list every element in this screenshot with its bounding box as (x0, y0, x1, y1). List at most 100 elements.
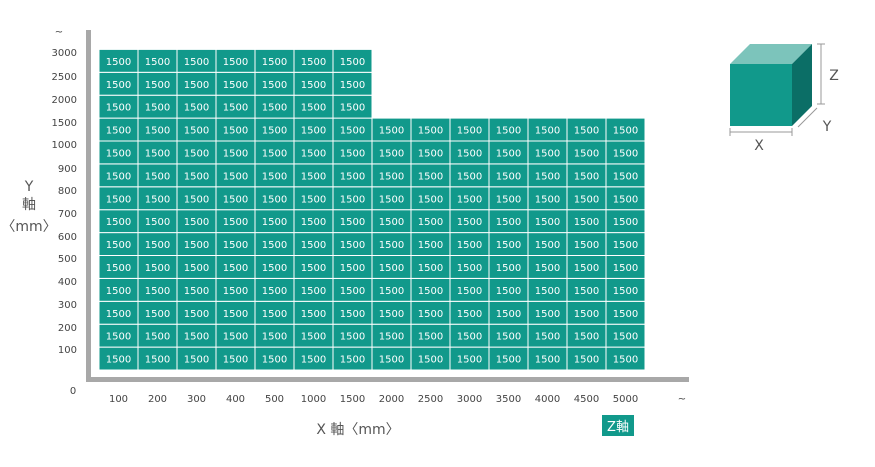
cell-value-label: 1500 (496, 309, 521, 320)
cell-value-label: 1500 (301, 103, 326, 114)
x-tick-label: 400 (226, 394, 245, 405)
cell-value-label: 1500 (535, 194, 560, 205)
cell-value-label: 1500 (379, 332, 404, 343)
cell-value-label: 1500 (262, 80, 287, 91)
cell-value-label: 1500 (574, 217, 599, 228)
x-tick-label: 300 (187, 394, 206, 405)
cell-value-label: 1500 (184, 332, 209, 343)
x-tick-label: 2500 (418, 394, 443, 405)
cell-value-label: 1500 (457, 309, 482, 320)
cell-value-label: 1500 (145, 194, 170, 205)
cell-value-label: 1500 (613, 171, 638, 182)
cell-value-label: 1500 (184, 148, 209, 159)
cell-value-label: 1500 (184, 57, 209, 68)
cell-value-label: 1500 (379, 171, 404, 182)
cube-top-face (730, 44, 812, 64)
cell-value-label: 1500 (223, 57, 248, 68)
cell-value-label: 1500 (613, 217, 638, 228)
cell-value-label: 1500 (301, 332, 326, 343)
cell-value-label: 1500 (106, 80, 131, 91)
cell-value-label: 1500 (496, 332, 521, 343)
cell-value-label: 1500 (184, 194, 209, 205)
cell-value-label: 1500 (184, 80, 209, 91)
cell-value-label: 1500 (145, 309, 170, 320)
cell-value-label: 1500 (418, 355, 443, 366)
y-axis-line (86, 30, 91, 381)
z-axis-badge-label: Z軸 (607, 420, 629, 435)
cell-value-label: 1500 (418, 240, 443, 251)
cell-value-label: 1500 (262, 194, 287, 205)
cell-value-label: 1500 (223, 240, 248, 251)
cell-value-label: 1500 (496, 171, 521, 182)
x-tick-label: 3500 (496, 394, 521, 405)
cube-side-face (792, 44, 812, 126)
cell-value-label: 1500 (418, 126, 443, 137)
cell-value-label: 1500 (106, 263, 131, 274)
cell-value-label: 1500 (496, 194, 521, 205)
cell-value-label: 1500 (262, 217, 287, 228)
cell-value-label: 1500 (106, 171, 131, 182)
cell-value-label: 1500 (223, 286, 248, 297)
cell-value-label: 1500 (613, 332, 638, 343)
cell-value-label: 1500 (106, 57, 131, 68)
cell-value-label: 1500 (457, 240, 482, 251)
cell-value-label: 1500 (457, 171, 482, 182)
cell-value-label: 1500 (340, 332, 365, 343)
cell-value-label: 1500 (418, 171, 443, 182)
cell-value-label: 1500 (496, 217, 521, 228)
cell-value-label: 1500 (340, 103, 365, 114)
cell-value-label: 1500 (145, 126, 170, 137)
legend-z-label: Z (829, 68, 839, 84)
cell-value-label: 1500 (457, 217, 482, 228)
cell-value-label: 1500 (613, 148, 638, 159)
cell-value-label: 1500 (379, 286, 404, 297)
cell-value-label: 1500 (496, 148, 521, 159)
cell-value-label: 1500 (223, 80, 248, 91)
cell-value-label: 1500 (223, 194, 248, 205)
y-tick-label: 400 (58, 277, 77, 288)
cell-value-label: 1500 (223, 332, 248, 343)
cell-value-label: 1500 (184, 126, 209, 137)
cell-value-label: 1500 (223, 126, 248, 137)
cell-value-label: 1500 (301, 194, 326, 205)
cell-value-label: 1500 (223, 171, 248, 182)
x-tick-label: 3000 (457, 394, 482, 405)
cell-value-label: 1500 (613, 194, 638, 205)
cell-value-label: 1500 (574, 126, 599, 137)
y-ticks-layer: 100 200 300 400 500 600 700 800 900 1000 1500 2000 2… (52, 48, 77, 356)
legend-y-label: Y (822, 119, 832, 135)
cell-value-label: 1500 (340, 171, 365, 182)
cell-value-label: 1500 (184, 263, 209, 274)
x-tick-label: 100 (109, 394, 128, 405)
y-tick-label: 300 (58, 300, 77, 311)
cell-value-label: 1500 (574, 171, 599, 182)
cell-value-label: 1500 (457, 126, 482, 137)
cell-value-label: 1500 (262, 126, 287, 137)
cell-value-label: 1500 (613, 240, 638, 251)
cell-value-label: 1500 (457, 263, 482, 274)
x-axis-title: X 軸〈mm〉 (316, 422, 399, 438)
cell-value-label: 1500 (301, 309, 326, 320)
x-ticks-layer: 100 200 300 400 500 1000 1500 2000 2500 3000 3500 4… (109, 394, 638, 405)
cell-value-label: 1500 (340, 80, 365, 91)
cell-value-label: 1500 (262, 103, 287, 114)
cell-value-label: 1500 (184, 240, 209, 251)
cell-value-label: 1500 (262, 355, 287, 366)
cell-value-label: 1500 (106, 286, 131, 297)
heatmap-cell (332, 48, 373, 73)
cell-value-label: 1500 (262, 148, 287, 159)
cell-value-label: 1500 (145, 148, 170, 159)
cell-value-label: 1500 (418, 148, 443, 159)
cell-value-label: 1500 (106, 217, 131, 228)
x-tick-label: 1500 (340, 394, 365, 405)
cell-value-label: 1500 (145, 57, 170, 68)
cell-value-label: 1500 (613, 309, 638, 320)
cell-value-label: 1500 (457, 332, 482, 343)
cell-value-label: 1500 (457, 286, 482, 297)
cell-value-label: 1500 (379, 263, 404, 274)
cell-value-label: 1500 (340, 148, 365, 159)
cell-value-label: 1500 (418, 309, 443, 320)
cell-value-label: 1500 (301, 171, 326, 182)
cell-value-label: 1500 (535, 217, 560, 228)
cell-value-label: 1500 (379, 217, 404, 228)
